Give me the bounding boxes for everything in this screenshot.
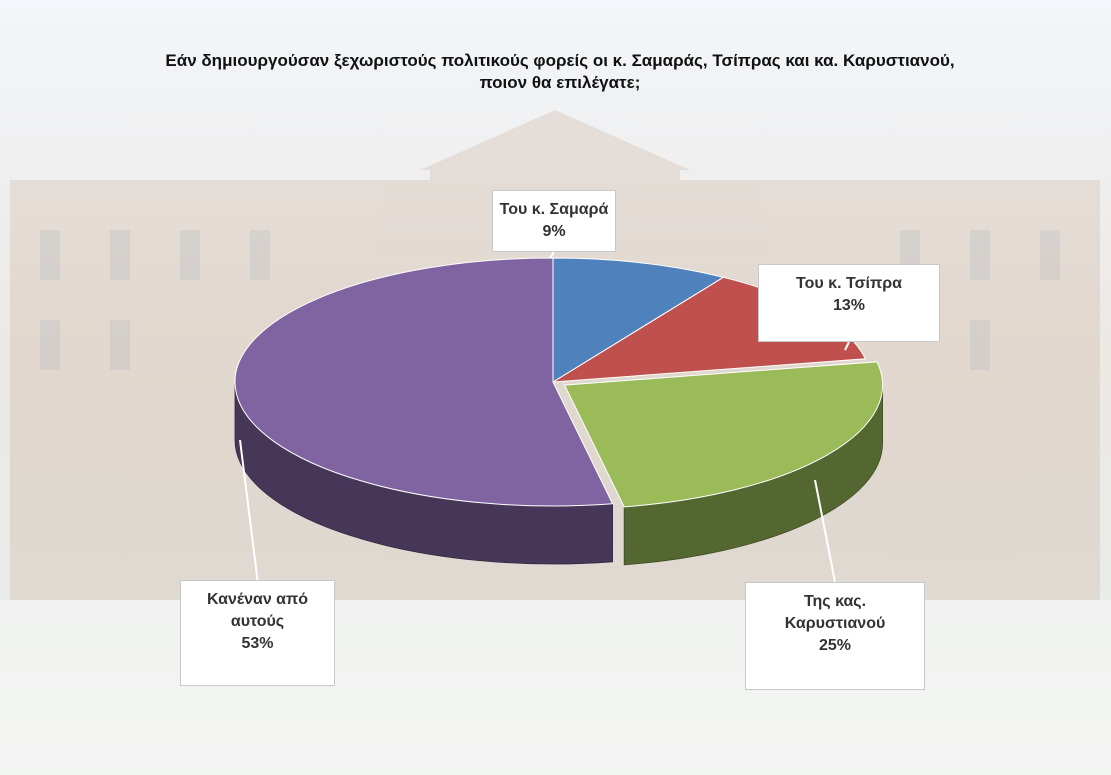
category: Κανέναν από αυτούς	[206, 591, 309, 630]
slice	[563, 361, 884, 508]
slice	[234, 257, 614, 507]
slice	[552, 257, 725, 383]
leader-line	[814, 479, 836, 583]
data-label: Της κας. Καρυστιανού 25%	[745, 582, 925, 690]
data-label: Του κ. Τσίπρα 13%	[758, 264, 940, 342]
data-label: Κανέναν από αυτούς 53%	[180, 580, 335, 686]
category: Του κ. Τσίπρα	[796, 275, 902, 292]
value-label: 13%	[832, 297, 866, 314]
chart-title: Εάν δημιουργούσαν ξεχωριστούς πολιτικούς…	[165, 51, 955, 92]
value-label: 25%	[818, 637, 852, 654]
leader-line	[549, 251, 555, 259]
value-label: 53%	[241, 635, 274, 652]
value-label: 9%	[542, 223, 566, 240]
leader-line	[239, 439, 259, 581]
leader-line	[844, 341, 850, 351]
category: Του κ. Σαμαρά	[499, 201, 609, 218]
data-label: Του κ. Σαμαρά 9%	[492, 190, 616, 252]
category: Της κας. Καρυστιανού	[784, 593, 886, 632]
